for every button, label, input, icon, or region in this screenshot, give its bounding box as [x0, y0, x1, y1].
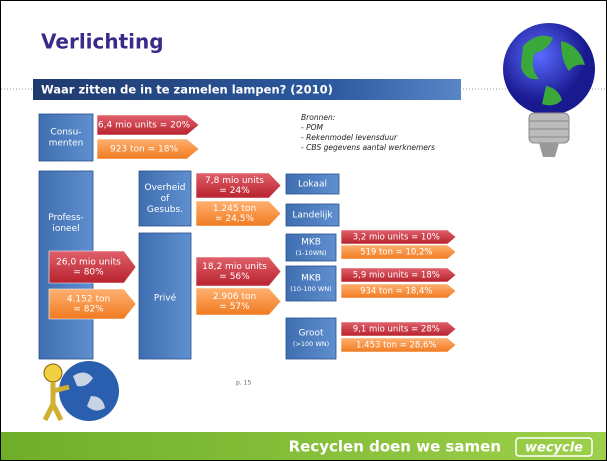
box-label: of: [161, 194, 171, 204]
tons-arrow-label: 519 ton = 10,2%: [360, 248, 432, 258]
source-line: - CBS gegevens aantal werknemers: [301, 143, 435, 152]
units-arrow-label: 9,1 mio units = 28%: [353, 325, 440, 335]
units-arrow-label: 5,9 mio units = 18%: [353, 271, 440, 281]
box-label: menten: [49, 139, 84, 149]
tons-arrow-label: 1.245 ton: [213, 204, 256, 214]
title: Verlichting: [41, 30, 164, 54]
tons-arrow-label: 1.453 ton = 28,6%: [356, 341, 436, 351]
units-arrow-label: 6,4 mio units = 20%: [98, 121, 191, 131]
units-arrow-label: = 56%: [219, 272, 250, 282]
source-line: - POM: [301, 123, 324, 132]
bulb-icon: [503, 23, 595, 157]
subtitle: Waar zitten de in te zamelen lampen? (20…: [41, 83, 333, 97]
box-label: (10-100 WN): [290, 285, 331, 293]
footer-logo: wecycle: [525, 441, 583, 456]
box-label: Landelijk: [292, 211, 333, 221]
category-box: [286, 266, 336, 301]
tons-arrow-label: = 24,5%: [215, 214, 254, 224]
tons-arrow-label: = 57%: [219, 302, 250, 312]
units-arrow-label: 18,2 mio units: [202, 262, 267, 272]
tons-arrow-label: 4.152 ton: [67, 295, 110, 305]
tons-arrow-label: = 82%: [73, 305, 104, 315]
source-line: - Rekenmodel levensduur: [301, 133, 398, 142]
units-arrow-label: 3,2 mio units = 10%: [353, 233, 440, 243]
box-label: ioneel: [52, 224, 79, 234]
category-box: [286, 318, 336, 359]
box-label: (>100 WN): [293, 340, 329, 348]
tons-arrow-label: 923 ton = 18%: [110, 145, 178, 155]
box-label: Overheid: [145, 183, 186, 193]
units-arrow-label: = 24%: [219, 186, 250, 196]
key-figure-icon: [44, 361, 119, 421]
category-box: [39, 114, 93, 161]
box-label: (1-10WN): [295, 249, 326, 257]
units-arrow-label: 7,8 mio units: [205, 176, 264, 186]
box-label: MKB: [301, 274, 321, 284]
units-arrow-label: = 80%: [73, 268, 104, 278]
box-label: Groot: [298, 329, 323, 339]
footer-slogan: Recyclen doen we samen: [289, 438, 501, 456]
tons-arrow-label: 934 ton = 18,4%: [360, 287, 432, 297]
box-label: Consu-: [50, 128, 81, 138]
source-line: Bronnen:: [301, 113, 335, 122]
box-label: Gesubs.: [147, 205, 183, 215]
page-number: p. 15: [236, 380, 251, 387]
units-arrow-label: 26,0 mio units: [56, 258, 121, 268]
box-label: Profess-: [48, 213, 84, 223]
box-label: Privé: [154, 293, 177, 304]
box-label: MKB: [301, 238, 321, 248]
tons-arrow-label: 2.906 ton: [213, 292, 256, 302]
slide: Verlichting Waar zitten de in te zamelen…: [0, 0, 607, 461]
diagram: Verlichting Waar zitten de in te zamelen…: [1, 1, 606, 460]
box-label: Lokaal: [298, 180, 327, 190]
